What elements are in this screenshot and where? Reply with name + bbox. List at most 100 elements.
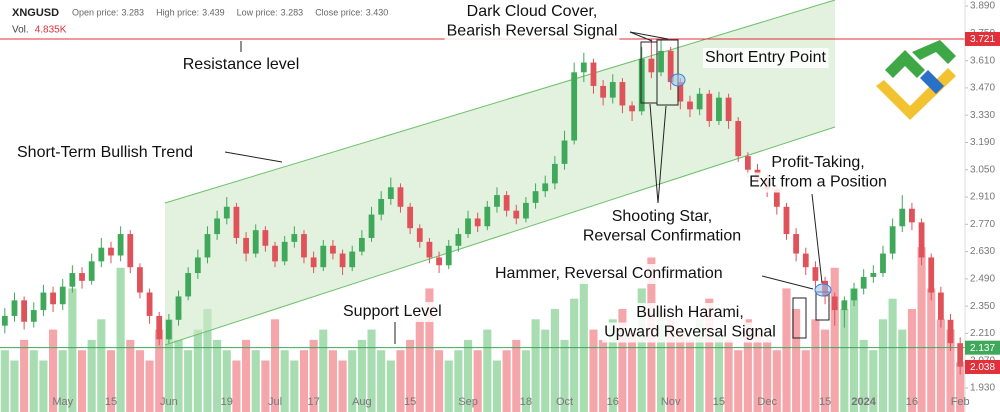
legend-label: Open price:	[72, 7, 119, 17]
annotation-bg	[769, 153, 867, 173]
volume-bar	[685, 339, 695, 412]
volume-bar	[425, 288, 434, 412]
candle-body	[744, 156, 751, 170]
volume-bar	[840, 309, 849, 412]
volume-bar	[58, 350, 67, 412]
candle-body	[50, 292, 56, 305]
candle-body	[30, 310, 37, 322]
x-tick-label: Jul	[268, 396, 282, 408]
candle-body	[783, 206, 790, 235]
volume-layer	[0, 247, 965, 412]
candle-body	[831, 296, 838, 311]
volume-bar	[299, 350, 309, 412]
candle-body	[860, 276, 867, 289]
y-tick-label: 3.050	[970, 164, 995, 175]
annotation-bg	[444, 21, 620, 42]
volume-bar	[145, 360, 154, 412]
volume-bar	[203, 309, 212, 412]
volume-bar	[348, 350, 357, 412]
volume-bar	[560, 339, 569, 412]
volume-bar	[444, 360, 453, 412]
x-tick-label: Oct	[556, 396, 573, 408]
volume-bar	[97, 319, 106, 412]
price-tag-label: 3.721	[970, 34, 995, 45]
candle-body	[98, 247, 105, 262]
pointer	[811, 193, 823, 284]
x-tick-label: Sep	[458, 396, 478, 408]
candle-body	[609, 82, 616, 98]
legend-label: High price:	[156, 7, 199, 17]
annotation-bg	[180, 55, 302, 75]
annotation-shapes	[224, 31, 832, 344]
candle-body	[407, 206, 414, 229]
legend: XNGUSD Open price: 3.283 High price: 3.439 Lo…	[12, 7, 388, 36]
volume-bar	[956, 362, 965, 412]
pointer	[629, 31, 669, 40]
y-tick-label: 2.770	[970, 219, 995, 230]
volume-bar	[811, 319, 820, 412]
candle-body	[513, 210, 520, 219]
candle-body	[667, 50, 674, 83]
volume-bar	[608, 319, 617, 412]
volume-bar	[618, 309, 627, 412]
candle-body	[658, 50, 664, 73]
annotation-bg	[464, 2, 600, 22]
candle-body	[194, 257, 201, 274]
candle-body	[928, 257, 935, 293]
candle-body	[69, 273, 76, 287]
legend-value: 3.430	[366, 7, 389, 17]
candle-body	[146, 292, 153, 316]
annotation-bg	[703, 48, 829, 68]
volume-bar	[126, 339, 135, 412]
pointer	[657, 105, 667, 204]
candle-body	[551, 163, 558, 184]
annotation-bg	[580, 226, 744, 247]
candle-body	[465, 218, 471, 235]
y-tick-label: 3.190	[970, 137, 995, 148]
x-tick-label: 15	[819, 396, 831, 408]
y-tick-label: 3.330	[970, 110, 995, 121]
y-tick-label: 2.490	[970, 274, 995, 285]
pointer	[629, 31, 653, 42]
price-tag-label: 2.137	[970, 343, 995, 354]
candle-body	[426, 241, 433, 258]
volume-bar	[29, 350, 38, 412]
candle-body	[494, 195, 500, 207]
volume-bar	[946, 329, 955, 412]
volume-bar	[927, 288, 936, 412]
candle-body	[368, 214, 375, 238]
x-tick-label: Dec	[757, 396, 777, 408]
volume-bar	[821, 329, 830, 412]
candle-body	[79, 273, 85, 281]
candle-body	[339, 253, 346, 268]
volume-bar	[386, 360, 395, 412]
y-tick-label: 2.910	[970, 192, 995, 203]
y-tick-label: 3.890	[970, 1, 995, 12]
volume-bar	[10, 360, 19, 412]
logo-part	[885, 50, 925, 78]
x-tick-label: 18	[520, 396, 532, 408]
candle-body	[137, 267, 143, 293]
y-tick-label: 2.210	[970, 328, 995, 339]
candle-body	[175, 296, 182, 320]
candle-body	[281, 241, 288, 262]
volume-bar	[213, 339, 222, 412]
pointer	[761, 275, 814, 290]
volume-bar	[589, 329, 598, 412]
candle-body	[629, 105, 635, 112]
candle-body	[272, 245, 278, 262]
volume-bar	[888, 298, 897, 412]
annotation: Shooting Star,	[612, 208, 713, 225]
candle-body	[1, 315, 8, 326]
volume-bar	[184, 350, 193, 412]
axes: 3.8903.7503.6103.4703.3303.1903.0502.910…	[52, 0, 1000, 412]
dark-cloud-box	[656, 39, 679, 106]
x-tick-label: 16	[607, 396, 619, 408]
candle-body	[387, 187, 394, 199]
volume-bar	[599, 339, 608, 412]
volume-bar	[242, 339, 251, 412]
x-tick-label: 15	[713, 396, 725, 408]
volume-bar	[492, 360, 502, 412]
volume-bar	[473, 350, 482, 412]
candle-body	[11, 300, 18, 316]
